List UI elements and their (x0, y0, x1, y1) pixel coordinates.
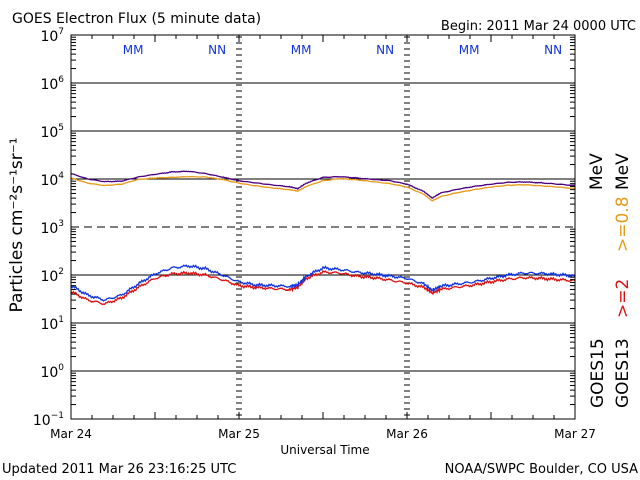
y-tick-label: 102 (40, 267, 64, 285)
begin-label: Begin: 2011 Mar 24 0000 UTC (441, 19, 636, 34)
y-tick-label: 101 (40, 315, 64, 333)
time-marker-mm: MM (291, 43, 312, 57)
x-tick-label: Mar 27 (554, 427, 596, 441)
time-marker-nn: NN (208, 43, 226, 57)
series-line (70, 175, 576, 202)
x-tick-label: Mar 26 (386, 427, 428, 441)
marker-layer: MM NN MM NN MM NN (123, 43, 562, 57)
mev-label-2: MeV (613, 153, 633, 190)
x-tick-label: Mar 25 (218, 427, 260, 441)
time-marker-nn: NN (376, 43, 394, 57)
y-tick-label: 103 (40, 219, 64, 237)
goes13-label: GOES13 (613, 338, 633, 408)
series-layer (70, 170, 576, 306)
y-tick-label: 100 (40, 363, 64, 381)
time-marker-nn: NN (544, 43, 562, 57)
x-axis-label: Universal Time (280, 443, 369, 457)
time-marker-mm: MM (123, 43, 144, 57)
source-credit: NOAA/SWPC Boulder, CO USA (445, 462, 638, 477)
series-line (70, 264, 576, 302)
series-line (70, 270, 576, 306)
time-marker-mm: MM (459, 43, 480, 57)
series-line (70, 170, 576, 199)
y-axis-label: Particles cm⁻²s⁻¹sr⁻¹ (7, 137, 27, 312)
y-tick-label: 10−1 (33, 411, 64, 429)
chart-title: GOES Electron Flux (5 minute data) (12, 11, 261, 27)
grid-layer (71, 36, 575, 416)
x-tick-label: Mar 24 (50, 427, 92, 441)
mev-label-08: MeV (587, 153, 607, 190)
updated-timestamp: Updated 2011 Mar 26 23:16:25 UTC (2, 462, 236, 477)
y-tick-label: 105 (40, 123, 64, 141)
threshold-2-label: >=2 (613, 279, 633, 318)
y-tick-label: 107 (40, 27, 64, 45)
goes15-label: GOES15 (588, 338, 608, 408)
y-tick-label: 104 (40, 171, 64, 189)
y-tick-label: 106 (40, 75, 64, 93)
threshold-08-label: >=0.8 (613, 196, 633, 252)
